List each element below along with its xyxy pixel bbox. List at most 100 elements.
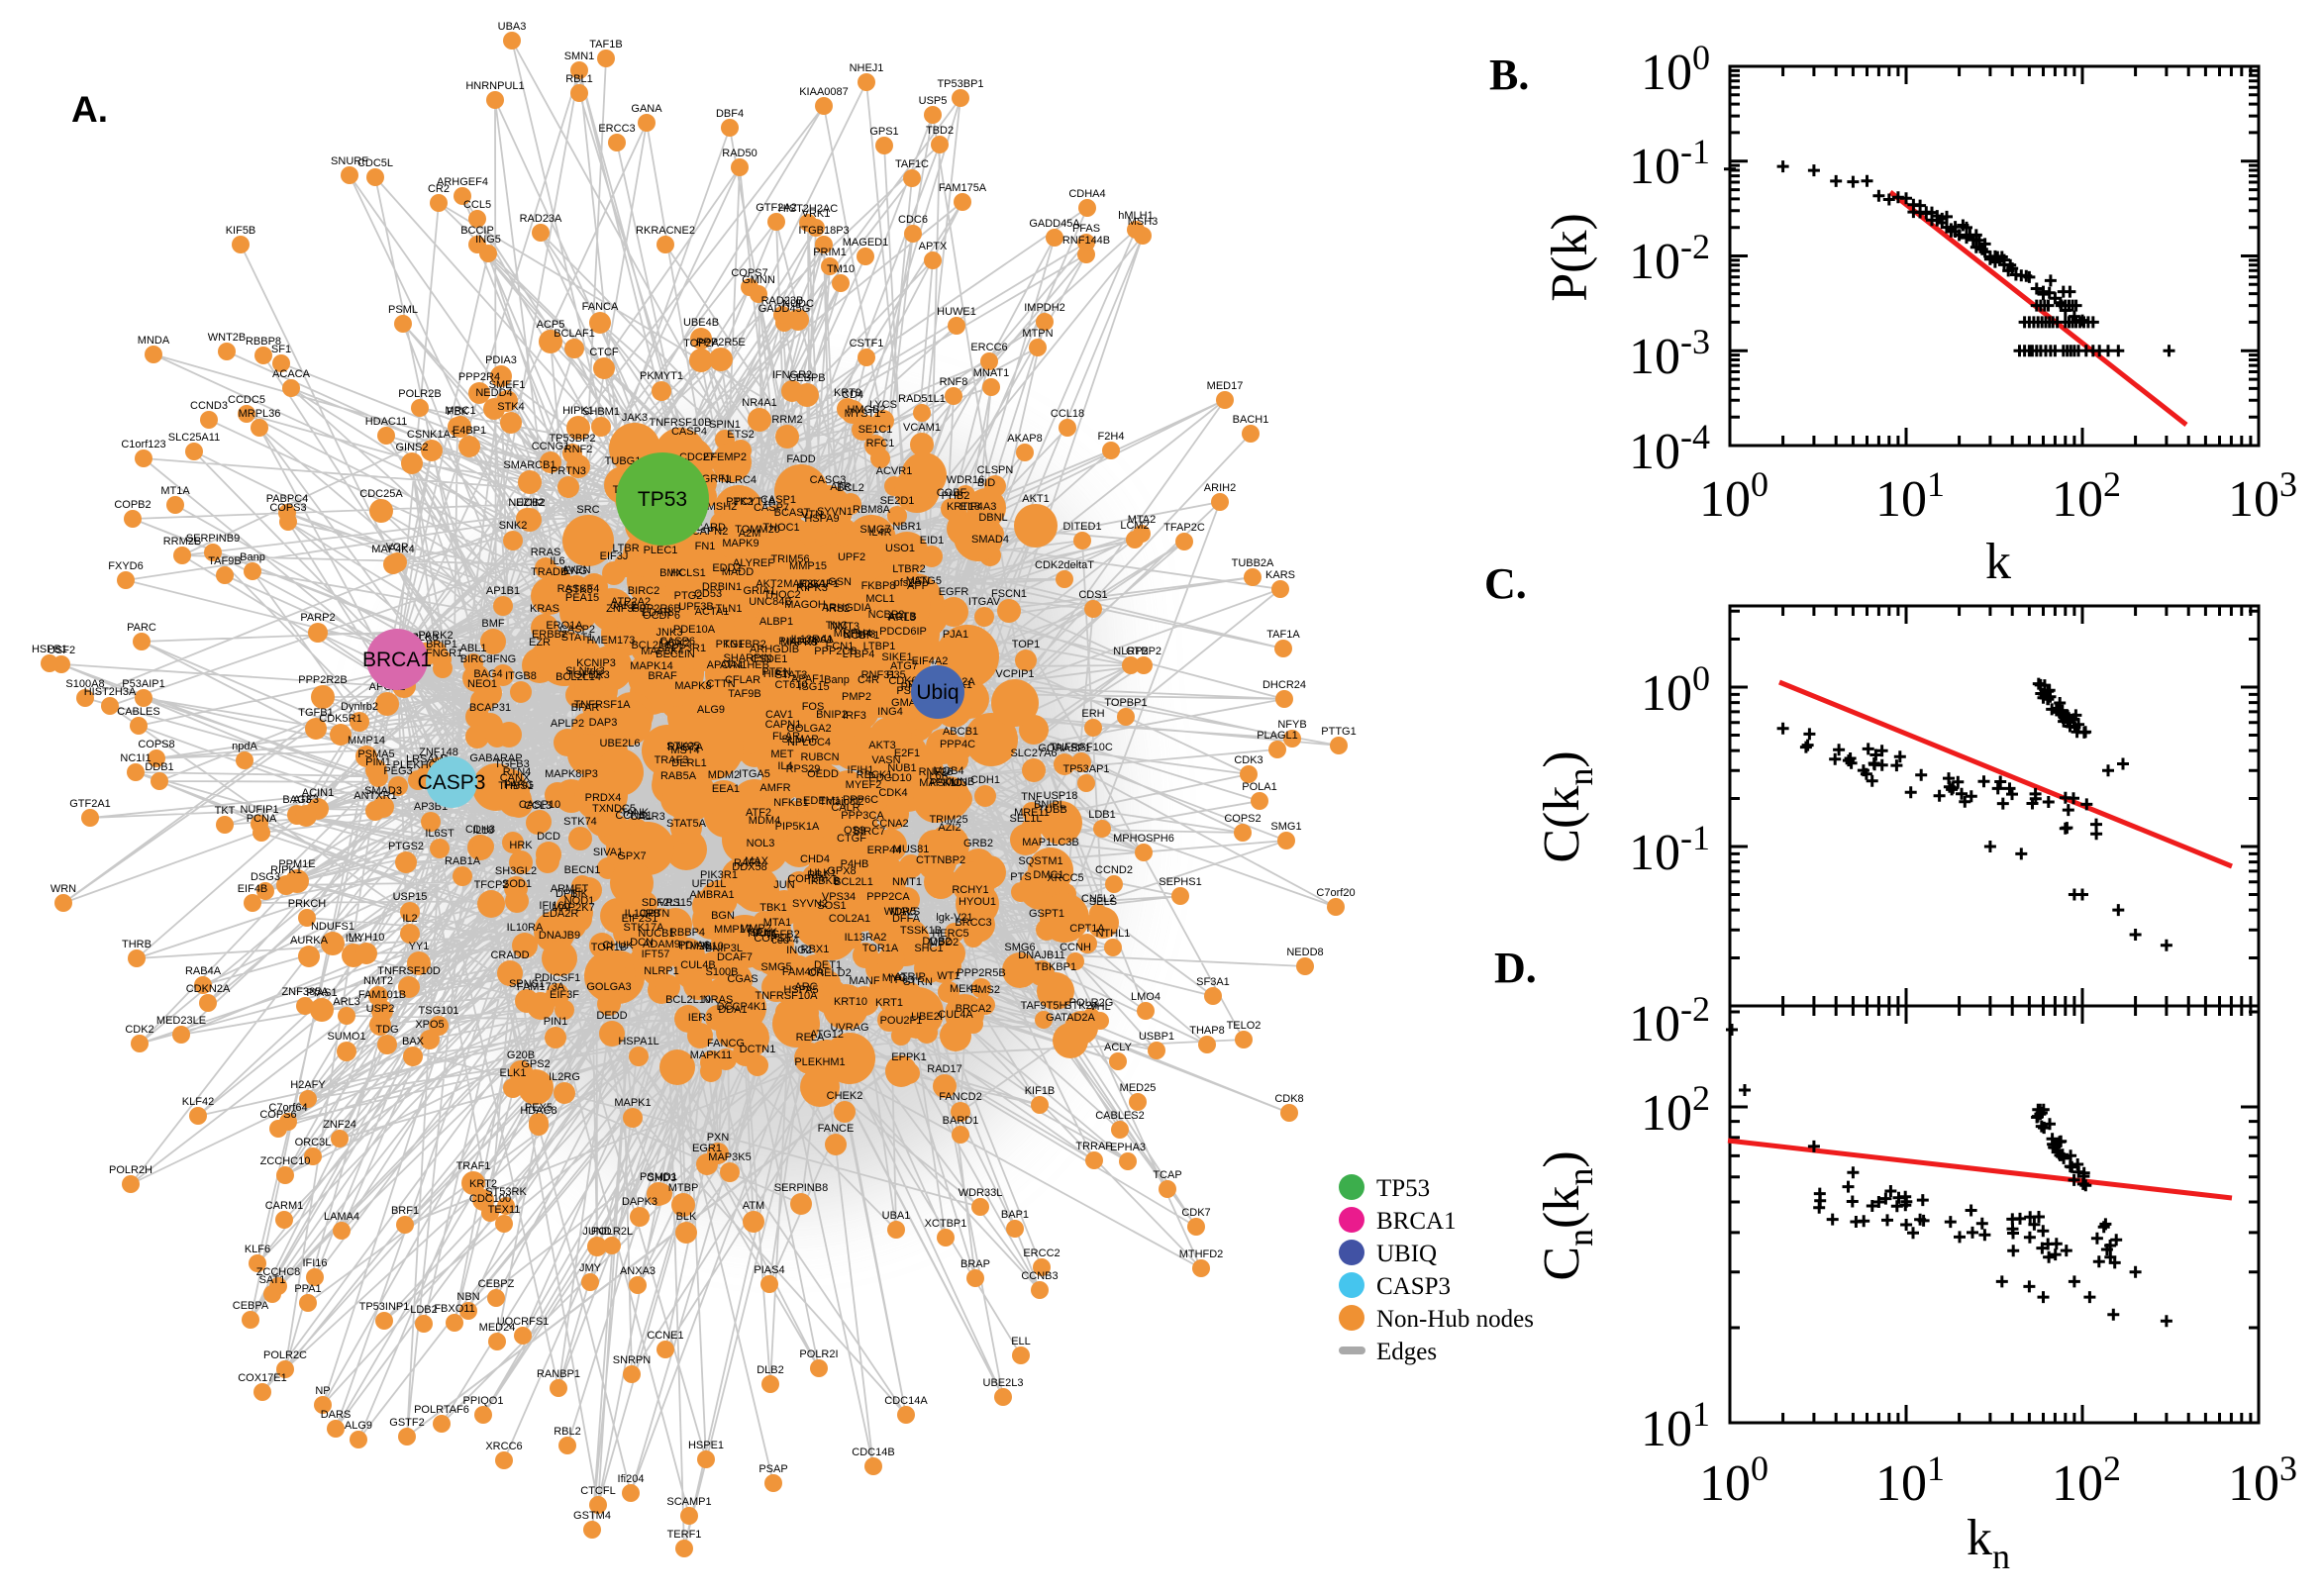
svg-text:CANX: CANX bbox=[500, 772, 531, 784]
svg-text:DDA1: DDA1 bbox=[718, 1004, 747, 1016]
svg-text:CDK7: CDK7 bbox=[1181, 1207, 1210, 1219]
svg-text:DNAJB9: DNAJB9 bbox=[539, 930, 580, 942]
svg-text:GATAD2A: GATAD2A bbox=[1046, 1012, 1095, 1024]
svg-text:EIF3F: EIF3F bbox=[550, 989, 579, 1001]
svg-text:PPP2R2B: PPP2R2B bbox=[298, 674, 348, 686]
svg-text:PRIM1: PRIM1 bbox=[813, 247, 847, 258]
svg-text:Ubiq: Ubiq bbox=[916, 681, 959, 704]
svg-text:CDK2deltaT: CDK2deltaT bbox=[1035, 559, 1094, 571]
svg-text:TDG: TDG bbox=[375, 1024, 398, 1036]
svg-text:CDHA4: CDHA4 bbox=[1068, 188, 1105, 200]
svg-text:STK74: STK74 bbox=[563, 816, 597, 828]
svg-text:101: 101 bbox=[1875, 464, 1945, 528]
svg-text:CT610: CT610 bbox=[774, 679, 807, 691]
svg-text:GSN: GSN bbox=[828, 576, 852, 588]
svg-text:JAK2: JAK2 bbox=[611, 600, 637, 612]
svg-text:CCL3: CCL3 bbox=[524, 800, 552, 812]
svg-text:APLP2: APLP2 bbox=[551, 718, 584, 730]
svg-text:GADD45G: GADD45G bbox=[758, 303, 811, 315]
svg-text:Tnfaip8l2: Tnfaip8l2 bbox=[819, 796, 863, 808]
svg-text:PIK3R1: PIK3R1 bbox=[700, 869, 738, 881]
svg-text:HSPA5: HSPA5 bbox=[783, 984, 818, 996]
svg-text:BRCC3: BRCC3 bbox=[955, 917, 991, 929]
svg-text:PIN1: PIN1 bbox=[544, 1016, 567, 1028]
svg-text:P53AIP1: P53AIP1 bbox=[122, 678, 164, 690]
svg-text:PSMD1: PSMD1 bbox=[640, 1171, 677, 1183]
svg-text:NOD1: NOD1 bbox=[564, 895, 595, 907]
svg-text:DLB2: DLB2 bbox=[757, 1364, 784, 1376]
svg-text:PLAGL1: PLAGL1 bbox=[1257, 730, 1298, 742]
svg-text:NEDD4: NEDD4 bbox=[475, 387, 512, 399]
svg-text:THRB: THRB bbox=[122, 939, 152, 950]
svg-text:GPS2: GPS2 bbox=[521, 1058, 550, 1070]
svg-text:NUB1: NUB1 bbox=[887, 762, 916, 774]
svg-text:APOA4: APOA4 bbox=[707, 659, 744, 671]
svg-text:PRKCH: PRKCH bbox=[288, 898, 327, 910]
svg-text:STAT5A: STAT5A bbox=[666, 818, 707, 830]
svg-text:BCL2L1: BCL2L1 bbox=[834, 876, 873, 888]
svg-text:CDH1: CDH1 bbox=[970, 774, 1000, 786]
svg-text:ATG5: ATG5 bbox=[914, 575, 942, 587]
svg-text:NOL3: NOL3 bbox=[747, 838, 775, 849]
svg-text:KLF42: KLF42 bbox=[182, 1096, 214, 1108]
svg-text:LTBP1: LTBP1 bbox=[863, 641, 896, 652]
svg-text:HIP1: HIP1 bbox=[763, 668, 787, 680]
svg-text:CPT1A: CPT1A bbox=[1069, 923, 1105, 935]
svg-text:GORASP1: GORASP1 bbox=[1038, 743, 1090, 754]
svg-text:BRCA2: BRCA2 bbox=[956, 1003, 992, 1015]
svg-text:AURKA: AURKA bbox=[290, 935, 329, 947]
svg-text:CCNH: CCNH bbox=[1060, 942, 1091, 953]
svg-text:AP1B1: AP1B1 bbox=[486, 585, 520, 597]
svg-text:JUND: JUND bbox=[582, 1226, 611, 1238]
svg-text:BECLIN: BECLIN bbox=[656, 648, 695, 660]
svg-text:CSNK1A1: CSNK1A1 bbox=[407, 429, 456, 441]
svg-text:PPP2R5B: PPP2R5B bbox=[957, 967, 1006, 979]
svg-text:JUNB: JUNB bbox=[947, 776, 975, 788]
svg-text:APAF1: APAF1 bbox=[791, 673, 825, 685]
svg-text:SLMAP: SLMAP bbox=[781, 734, 818, 746]
svg-text:VASN: VASN bbox=[871, 754, 900, 766]
svg-text:MDM4: MDM4 bbox=[749, 815, 780, 827]
svg-text:NUFIP1: NUFIP1 bbox=[240, 804, 278, 816]
svg-text:EEA1: EEA1 bbox=[712, 783, 740, 795]
svg-text:pfs2: pfs2 bbox=[894, 577, 915, 589]
svg-text:NC1I1: NC1I1 bbox=[120, 752, 151, 764]
svg-text:PPP2CA: PPP2CA bbox=[866, 891, 910, 903]
svg-text:JAK3: JAK3 bbox=[622, 412, 648, 424]
svg-text:NFKB1: NFKB1 bbox=[773, 797, 808, 809]
svg-text:CRELD2: CRELD2 bbox=[808, 967, 851, 979]
svg-text:HIPK1: HIPK1 bbox=[562, 405, 594, 417]
svg-text:AMFR: AMFR bbox=[759, 782, 790, 794]
svg-text:IL10: IL10 bbox=[702, 941, 723, 952]
svg-text:BRF1: BRF1 bbox=[391, 1205, 419, 1217]
svg-text:PIAS4: PIAS4 bbox=[754, 1264, 784, 1276]
svg-text:HSPA1L: HSPA1L bbox=[618, 1036, 658, 1047]
svg-text:10-3: 10-3 bbox=[1629, 322, 1710, 385]
svg-text:SIKE1: SIKE1 bbox=[881, 651, 912, 663]
svg-text:STK17A: STK17A bbox=[624, 922, 665, 934]
svg-text:ITGB18P3: ITGB18P3 bbox=[798, 225, 849, 237]
svg-text:NLRP2: NLRP2 bbox=[1113, 646, 1148, 657]
svg-text:PABPC4: PABPC4 bbox=[266, 493, 309, 505]
svg-text:NBR1: NBR1 bbox=[892, 521, 921, 533]
svg-text:PCYT1A: PCYT1A bbox=[734, 496, 776, 508]
svg-text:NTHL1: NTHL1 bbox=[1096, 928, 1131, 940]
svg-text:ATG7: ATG7 bbox=[890, 660, 918, 672]
svg-text:RAB5A: RAB5A bbox=[660, 770, 697, 782]
svg-text:P(k): P(k) bbox=[1542, 213, 1598, 302]
svg-text:PPA1: PPA1 bbox=[294, 1283, 321, 1295]
svg-text:MANF: MANF bbox=[849, 975, 879, 987]
svg-text:DERL1: DERL1 bbox=[671, 757, 706, 769]
svg-text:MBD2: MBD2 bbox=[929, 937, 960, 948]
svg-text:ATR: ATR bbox=[830, 481, 851, 493]
svg-text:TLN1: TLN1 bbox=[716, 603, 743, 615]
svg-text:SYVN2: SYVN2 bbox=[792, 898, 828, 910]
svg-text:TAF1B: TAF1B bbox=[589, 39, 622, 50]
svg-text:GPX8: GPX8 bbox=[827, 865, 856, 877]
svg-text:COX17E1: COX17E1 bbox=[238, 1372, 287, 1384]
svg-text:DCN: DCN bbox=[630, 937, 654, 948]
svg-text:CUL4B: CUL4B bbox=[680, 959, 715, 971]
svg-text:ABCB1: ABCB1 bbox=[943, 726, 978, 738]
svg-text:TMEM173: TMEM173 bbox=[585, 635, 636, 647]
svg-text:ING2: ING2 bbox=[786, 945, 812, 956]
